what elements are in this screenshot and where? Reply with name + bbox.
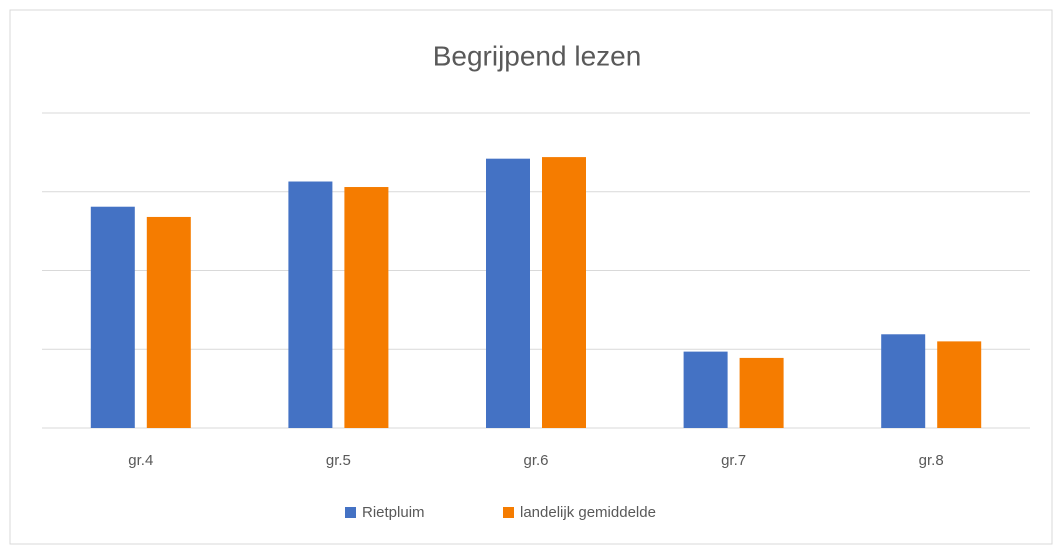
x-tick-label: gr.4: [128, 452, 153, 469]
x-tick-label: gr.7: [721, 452, 746, 469]
legend-swatch: [345, 507, 356, 518]
chart-title: Begrijpend lezen: [433, 40, 642, 71]
bar: [881, 334, 926, 428]
x-tick-label: gr.6: [523, 452, 548, 469]
legend-label: Rietpluim: [362, 504, 425, 521]
bar: [739, 357, 784, 428]
bar: [344, 187, 389, 428]
legend-label: landelijk gemiddelde: [520, 504, 656, 521]
bar: [486, 158, 530, 429]
bar: [937, 341, 982, 428]
bar: [542, 157, 586, 428]
bar: [288, 181, 333, 428]
bar: [90, 206, 135, 428]
x-tick-label: gr.5: [326, 452, 351, 469]
bar: [683, 351, 728, 428]
legend-swatch: [503, 507, 514, 518]
bar: [146, 216, 191, 428]
x-tick-label: gr.8: [919, 452, 944, 469]
